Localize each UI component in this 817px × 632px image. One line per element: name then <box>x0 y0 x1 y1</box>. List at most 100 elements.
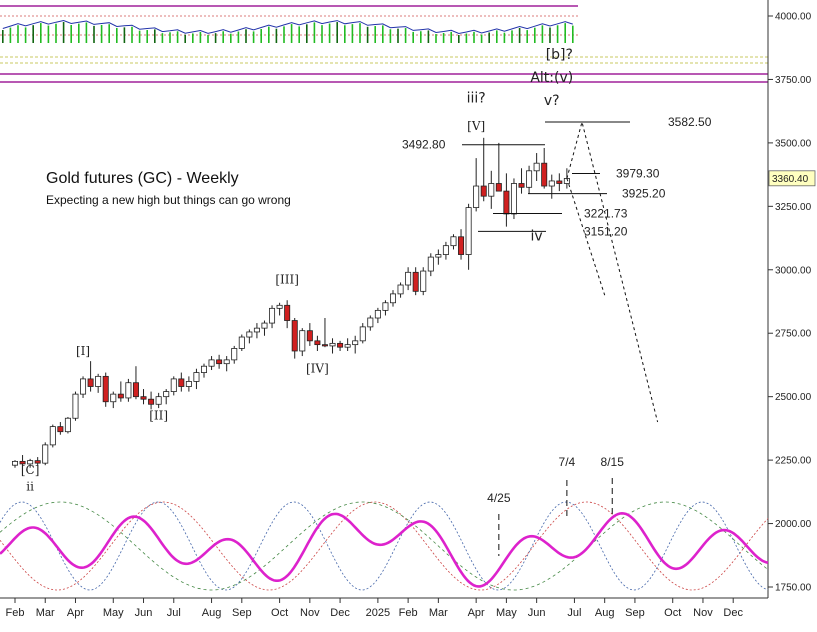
x-tick-label: Dec <box>330 607 350 619</box>
candle-body <box>299 330 306 352</box>
cycle-panel <box>0 501 769 591</box>
indicator-bar <box>252 31 255 43</box>
y-tick-label: 3000.00 <box>775 265 812 276</box>
level-label: 3492.80 <box>402 138 446 152</box>
candle-body <box>276 304 283 309</box>
indicator-bar <box>473 31 475 43</box>
indicator-bar <box>70 25 72 43</box>
y-tick-label: 2500.00 <box>775 392 812 403</box>
indicator-bar <box>420 31 422 43</box>
y-tick-label: 3250.00 <box>775 202 812 213</box>
indicator-bar <box>199 31 202 43</box>
indicator-bar <box>32 25 34 43</box>
indicator-bar <box>9 27 12 43</box>
y-axis: 4000.00 3750.00 3500.00 3250.00 3000.00 2750.… <box>767 0 812 598</box>
candle-body <box>238 336 245 349</box>
level-label: 3582.50 <box>668 115 712 129</box>
y-tick-label: 3750.00 <box>775 75 812 86</box>
indicator-bar <box>389 29 392 43</box>
x-tick-label: Aug <box>595 607 615 619</box>
y-tick-label: 3500.00 <box>775 138 812 149</box>
indicator-bar <box>465 33 468 43</box>
cycle-date-markers: 4/25 7/4 8/15 <box>487 455 624 556</box>
candle-body <box>223 359 230 365</box>
candle-body <box>170 378 177 392</box>
indicator-bar <box>62 22 65 43</box>
x-tick-label: Apr <box>67 607 84 619</box>
indicator-bar <box>40 23 42 43</box>
indicator-bar <box>17 25 19 43</box>
indicator-bar <box>526 30 528 43</box>
candle-body <box>185 381 192 387</box>
top-indicator-panel <box>0 5 768 83</box>
x-tick-label: 2025 <box>366 607 390 619</box>
x-tick-label: Sep <box>625 607 645 619</box>
candle-body <box>64 417 71 433</box>
indicator-bar <box>306 24 308 43</box>
x-tick-label: Dec <box>723 607 743 619</box>
indicator-bar <box>404 28 407 43</box>
candle-body <box>329 342 336 347</box>
x-tick-label: Aug <box>202 607 222 619</box>
indicator-bar <box>184 34 186 43</box>
candle-body <box>132 382 139 398</box>
indicator-bar <box>283 26 285 43</box>
candle-body <box>495 183 502 192</box>
indicator-bar <box>47 25 50 43</box>
candle-body <box>216 359 223 365</box>
candle-body <box>306 330 313 342</box>
x-tick-label: Sep <box>232 607 252 619</box>
indicator-bar <box>100 24 103 43</box>
indicator-bar <box>572 25 574 43</box>
indicator-bar <box>85 22 88 43</box>
candle-body <box>533 162 540 172</box>
wave-label: Alt:(v) <box>530 70 573 86</box>
candle-body <box>556 180 563 184</box>
candle-body <box>117 393 124 399</box>
candle-body <box>352 340 359 346</box>
x-tick-label: Nov <box>300 607 320 619</box>
price-levels: 3492.80 3582.50 3979.30 3925.20 3221.73 3151.… <box>402 115 712 238</box>
indicator-bar <box>313 22 316 43</box>
candle-body <box>389 293 396 304</box>
y-tick-label: 2750.00 <box>775 329 812 340</box>
level-label: 3925.20 <box>622 187 666 201</box>
candle-body <box>155 396 162 405</box>
candle-body <box>510 183 517 215</box>
candle-body <box>548 180 555 187</box>
chart-subtitle: Expecting a new high but things can go w… <box>46 193 291 207</box>
indicator-bar <box>123 27 126 43</box>
candle-body <box>420 270 427 292</box>
level-label: 3979.30 <box>616 167 660 181</box>
candle-body <box>200 365 207 373</box>
candle-body <box>465 207 472 255</box>
candle-body <box>269 307 276 324</box>
y-tick-label: 1750.00 <box>775 583 812 594</box>
x-tick-label: Feb <box>6 607 25 619</box>
candle-body <box>140 396 147 400</box>
candlesticks <box>11 137 570 468</box>
candle-body <box>480 185 487 197</box>
indicator-bar <box>534 27 536 43</box>
wave-label: iv <box>531 229 543 245</box>
indicator-bar <box>328 23 331 43</box>
y-tick-label: 4000.00 <box>775 12 812 23</box>
x-tick-label: Oct <box>664 607 681 619</box>
indicator-bar <box>78 23 80 43</box>
candle-body <box>11 460 18 466</box>
y-tick-label: 2000.00 <box>775 519 812 530</box>
x-tick-label: Jun <box>528 607 546 619</box>
indicator-bar <box>214 33 217 43</box>
y-tick-label: 2250.00 <box>775 456 812 467</box>
indicator-bar <box>351 24 354 43</box>
candle-body <box>367 317 374 328</box>
indicator-bar <box>382 25 384 43</box>
x-tick-label: Jun <box>135 607 153 619</box>
indicator-line <box>2 19 573 35</box>
wave-label: [C] <box>21 463 40 477</box>
cycle-date-label: 7/4 <box>559 455 576 469</box>
candle-body <box>178 378 185 387</box>
indicator-bar <box>169 32 171 43</box>
candle-body <box>34 460 41 464</box>
indicator-bar <box>518 28 521 43</box>
